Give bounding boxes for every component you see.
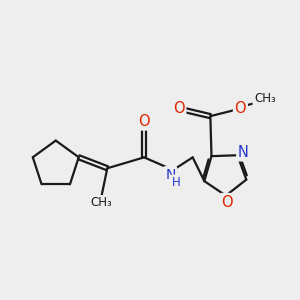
Text: O: O <box>235 101 246 116</box>
Text: CH₃: CH₃ <box>254 92 276 105</box>
Text: O: O <box>173 101 185 116</box>
Text: N: N <box>165 168 175 182</box>
Text: H: H <box>172 176 181 189</box>
Text: N: N <box>238 145 249 160</box>
Text: O: O <box>138 114 150 129</box>
Text: O: O <box>221 195 233 210</box>
Text: CH₃: CH₃ <box>91 196 112 209</box>
